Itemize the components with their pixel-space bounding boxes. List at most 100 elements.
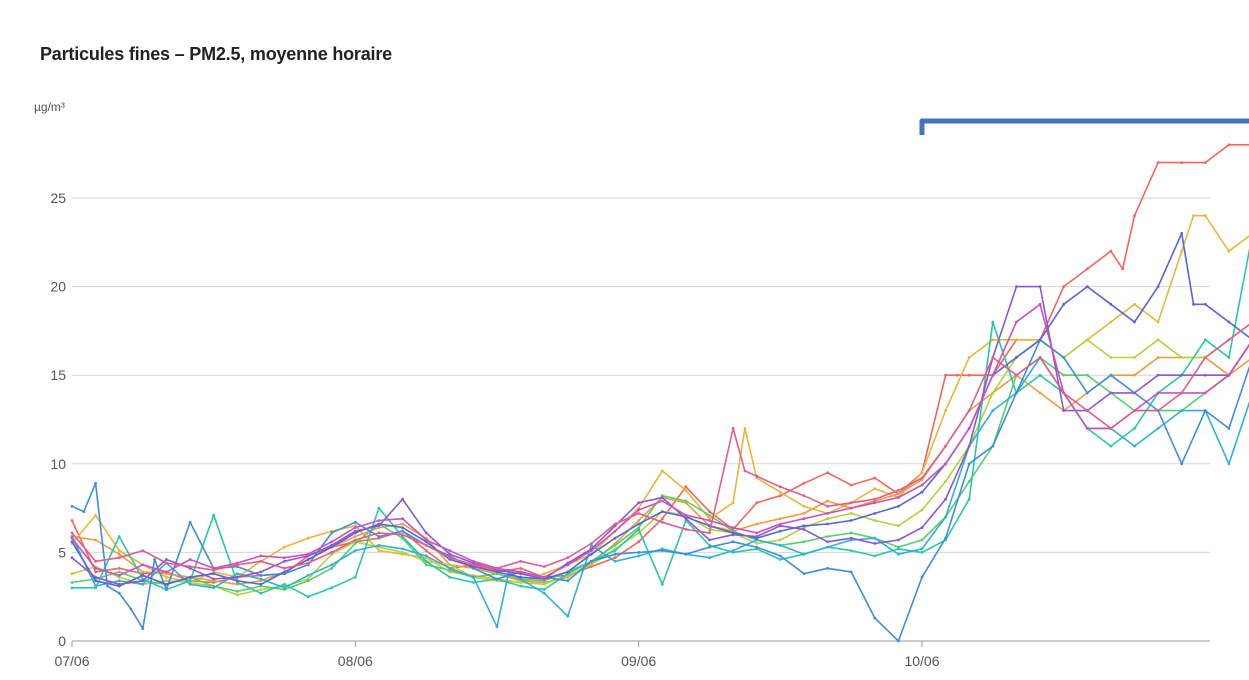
data-point xyxy=(424,559,428,563)
data-point xyxy=(660,496,664,499)
data-point xyxy=(1203,373,1207,377)
data-point xyxy=(165,558,168,561)
data-point xyxy=(401,522,404,526)
data-point xyxy=(165,579,168,583)
data-point xyxy=(1062,409,1066,412)
data-point xyxy=(1227,320,1231,324)
data-point xyxy=(826,535,829,538)
data-point xyxy=(731,533,735,537)
data-point xyxy=(1038,373,1042,377)
data-point xyxy=(873,616,877,620)
data-point xyxy=(802,517,806,521)
data-point xyxy=(778,554,782,558)
data-point xyxy=(826,566,829,570)
data-point xyxy=(802,504,806,508)
data-point xyxy=(873,512,877,515)
data-point xyxy=(967,427,971,430)
data-point xyxy=(1227,427,1231,430)
y-axis-ticks: 0 5 10 15 20 25 xyxy=(50,190,66,649)
y-tick-label: 20 xyxy=(50,279,66,295)
data-point xyxy=(991,320,995,324)
data-point xyxy=(283,556,286,560)
data-point xyxy=(637,528,641,531)
data-point xyxy=(1109,391,1113,395)
data-point xyxy=(849,531,853,535)
data-point xyxy=(849,512,853,515)
data-point xyxy=(70,540,74,544)
data-point xyxy=(1062,373,1066,377)
data-point xyxy=(1109,320,1113,324)
data-point xyxy=(259,554,263,558)
data-point xyxy=(637,522,641,526)
data-point xyxy=(165,570,168,574)
data-point xyxy=(920,471,924,475)
data-point xyxy=(377,524,381,528)
data-point xyxy=(117,582,121,586)
data-point xyxy=(448,563,452,567)
data-point xyxy=(377,531,381,535)
data-point xyxy=(1156,373,1160,377)
data-point xyxy=(684,499,688,503)
x-tick-label: 07/06 xyxy=(54,653,89,669)
data-point xyxy=(849,519,853,522)
series-line xyxy=(71,356,1249,628)
data-point xyxy=(1109,373,1113,377)
data-point xyxy=(590,563,593,567)
data-point xyxy=(613,522,617,526)
data-point xyxy=(377,543,381,547)
data-point xyxy=(778,517,782,521)
series-8 xyxy=(70,338,1249,643)
data-point xyxy=(401,533,404,537)
data-point xyxy=(495,566,499,570)
data-point xyxy=(519,581,522,584)
data-point xyxy=(153,558,157,561)
data-point xyxy=(755,535,759,538)
data-point xyxy=(424,549,428,552)
data-point xyxy=(967,373,971,377)
data-point xyxy=(613,543,617,547)
data-point xyxy=(566,563,570,567)
data-point xyxy=(660,549,664,552)
data-point xyxy=(755,501,759,505)
data-point xyxy=(141,574,145,577)
data-point xyxy=(1085,409,1089,412)
data-point xyxy=(306,552,310,556)
data-point xyxy=(94,584,97,588)
data-point xyxy=(283,566,286,570)
data-point xyxy=(165,575,168,579)
data-point xyxy=(542,591,546,595)
data-point xyxy=(708,519,711,522)
data-point xyxy=(778,522,782,526)
data-point xyxy=(731,526,735,529)
data-point xyxy=(117,566,121,570)
data-point xyxy=(82,510,86,513)
data-point xyxy=(259,588,263,591)
data-point xyxy=(448,552,452,556)
data-point xyxy=(967,444,971,448)
data-point xyxy=(849,501,853,505)
data-point xyxy=(1227,373,1231,377)
series-2 xyxy=(70,214,1249,584)
data-point xyxy=(519,570,522,574)
data-point xyxy=(637,501,641,505)
bracket-line xyxy=(919,118,1249,135)
data-point xyxy=(353,542,357,545)
data-point xyxy=(1180,249,1184,253)
data-point xyxy=(956,373,959,377)
data-point xyxy=(1015,338,1018,342)
data-point xyxy=(330,566,334,570)
data-point xyxy=(235,579,239,583)
data-point xyxy=(401,547,404,551)
data-point xyxy=(165,588,168,591)
data-point xyxy=(94,513,97,517)
data-point xyxy=(1038,391,1042,395)
chart-title: Particules fines – PM2.5, moyenne horair… xyxy=(40,44,392,64)
data-point xyxy=(70,581,74,584)
data-point xyxy=(660,517,664,521)
data-point xyxy=(849,483,853,487)
data-point xyxy=(802,481,806,485)
data-point xyxy=(708,531,711,535)
data-point xyxy=(660,582,664,586)
data-point xyxy=(472,581,475,584)
